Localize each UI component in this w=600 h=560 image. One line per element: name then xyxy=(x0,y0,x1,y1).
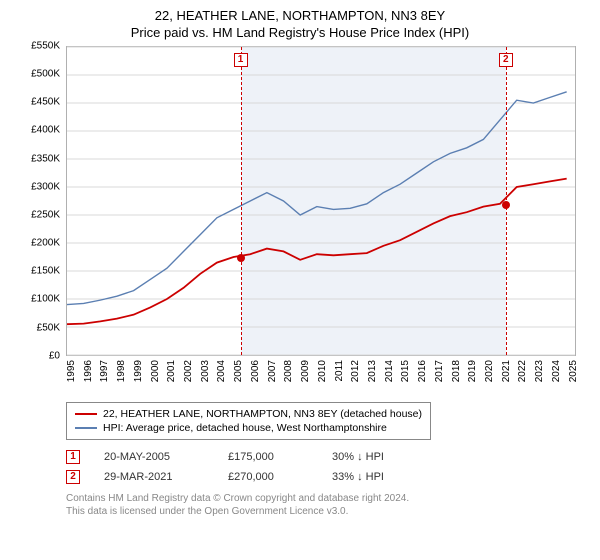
legend-swatch xyxy=(75,413,97,415)
sale-date: 29-MAR-2021 xyxy=(104,471,204,483)
title-line-2: Price paid vs. HM Land Registry's House … xyxy=(10,25,590,42)
x-tick-label: 2024 xyxy=(551,360,562,382)
chart-area: £0 £50K £100K £150K £200K £250K £300K £350K £400… xyxy=(20,46,580,396)
sale-marker: 1 xyxy=(234,53,248,67)
x-tick-label: 2023 xyxy=(534,360,545,382)
footer-line-1: Contains HM Land Registry data © Crown c… xyxy=(66,492,590,506)
legend-label: 22, HEATHER LANE, NORTHAMPTON, NN3 8EY (… xyxy=(103,408,422,420)
sale-vline xyxy=(241,47,242,355)
x-tick-label: 2015 xyxy=(400,360,411,382)
x-tick-label: 1997 xyxy=(99,360,110,382)
chart-legend: 22, HEATHER LANE, NORTHAMPTON, NN3 8EY (… xyxy=(66,402,431,440)
y-tick-label: £0 xyxy=(49,350,60,361)
x-tick-label: 1995 xyxy=(66,360,77,382)
x-tick-label: 1996 xyxy=(83,360,94,382)
legend-item: 22, HEATHER LANE, NORTHAMPTON, NN3 8EY (… xyxy=(75,407,422,421)
x-axis: 1995 1996 1997 1998 1999 2000 2001 2002 2003 2004… xyxy=(66,358,576,396)
price-chart-container: 22, HEATHER LANE, NORTHAMPTON, NN3 8EY P… xyxy=(0,0,600,560)
legend-item: HPI: Average price, detached house, West… xyxy=(75,421,422,435)
x-tick-label: 2018 xyxy=(451,360,462,382)
x-tick-label: 2019 xyxy=(467,360,478,382)
plot-region: 12 xyxy=(66,46,576,356)
x-tick-label: 2005 xyxy=(233,360,244,382)
sale-row: 2 29-MAR-2021 £270,000 33% ↓ HPI xyxy=(66,470,590,484)
x-tick-label: 2008 xyxy=(283,360,294,382)
y-tick-label: £550K xyxy=(31,40,60,51)
x-tick-label: 2006 xyxy=(250,360,261,382)
x-tick-label: 2022 xyxy=(517,360,528,382)
y-axis: £0£50K£100K£150K£200K£250K£300K£350K£400… xyxy=(20,46,62,356)
x-tick-label: 2014 xyxy=(384,360,395,382)
sale-row: 1 20-MAY-2005 £175,000 30% ↓ HPI xyxy=(66,450,590,464)
y-tick-label: £450K xyxy=(31,97,60,108)
x-tick-label: 2011 xyxy=(334,360,345,382)
y-tick-label: £300K xyxy=(31,181,60,192)
y-tick-label: £50K xyxy=(37,322,60,333)
y-tick-label: £250K xyxy=(31,209,60,220)
x-tick-label: 2025 xyxy=(568,360,579,382)
x-tick-label: 2000 xyxy=(150,360,161,382)
x-tick-label: 2020 xyxy=(484,360,495,382)
series-line xyxy=(67,178,567,324)
sale-diff: 30% ↓ HPI xyxy=(332,451,384,463)
x-tick-label: 2017 xyxy=(434,360,445,382)
legend-swatch xyxy=(75,427,97,429)
x-tick-label: 2003 xyxy=(200,360,211,382)
x-tick-label: 2004 xyxy=(216,360,227,382)
sale-price: £270,000 xyxy=(228,471,308,483)
series-line xyxy=(67,92,567,305)
y-tick-label: £500K xyxy=(31,68,60,79)
x-tick-label: 2013 xyxy=(367,360,378,382)
sale-row-marker: 1 xyxy=(66,450,80,464)
sale-point xyxy=(502,201,510,209)
sales-table: 1 20-MAY-2005 £175,000 30% ↓ HPI 2 29-MAR-202… xyxy=(66,450,590,484)
x-tick-label: 2007 xyxy=(267,360,278,382)
x-tick-label: 2012 xyxy=(350,360,361,382)
legend-label: HPI: Average price, detached house, West… xyxy=(103,422,387,434)
chart-title: 22, HEATHER LANE, NORTHAMPTON, NN3 8EY P… xyxy=(10,8,590,42)
chart-footer: Contains HM Land Registry data © Crown c… xyxy=(66,492,590,519)
x-tick-label: 1999 xyxy=(133,360,144,382)
y-tick-label: £150K xyxy=(31,266,60,277)
sale-date: 20-MAY-2005 xyxy=(104,451,204,463)
y-tick-label: £350K xyxy=(31,153,60,164)
x-tick-label: 2009 xyxy=(300,360,311,382)
x-tick-label: 2002 xyxy=(183,360,194,382)
sale-row-marker: 2 xyxy=(66,470,80,484)
x-tick-label: 1998 xyxy=(116,360,127,382)
y-tick-label: £400K xyxy=(31,125,60,136)
sale-diff: 33% ↓ HPI xyxy=(332,471,384,483)
sale-point xyxy=(237,254,245,262)
y-tick-label: £100K xyxy=(31,294,60,305)
chart-svg xyxy=(67,47,575,355)
x-tick-label: 2001 xyxy=(166,360,177,382)
x-tick-label: 2016 xyxy=(417,360,428,382)
sale-marker: 2 xyxy=(499,53,513,67)
title-line-1: 22, HEATHER LANE, NORTHAMPTON, NN3 8EY xyxy=(10,8,590,25)
sale-price: £175,000 xyxy=(228,451,308,463)
y-tick-label: £200K xyxy=(31,238,60,249)
x-tick-label: 2021 xyxy=(501,360,512,382)
x-tick-label: 2010 xyxy=(317,360,328,382)
footer-line-2: This data is licensed under the Open Gov… xyxy=(66,505,590,519)
